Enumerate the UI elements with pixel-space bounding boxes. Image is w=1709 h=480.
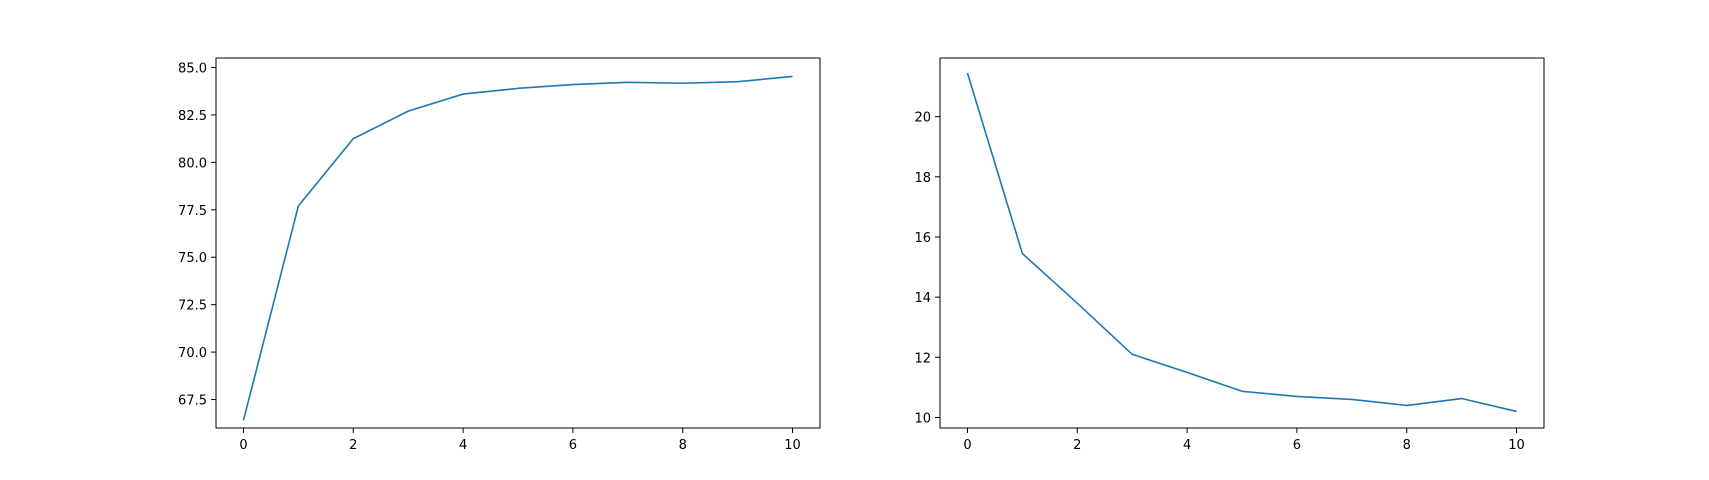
x-tick-label: 4 bbox=[1183, 438, 1191, 453]
x-tick-label: 2 bbox=[349, 438, 357, 453]
x-tick-label: 0 bbox=[239, 438, 247, 453]
x-tick-label: 10 bbox=[784, 438, 801, 453]
x-tick-label: 6 bbox=[569, 438, 577, 453]
y-tick-label: 14 bbox=[914, 291, 931, 306]
y-tick-label: 82.5 bbox=[178, 109, 207, 124]
chart-left: 0 2 4 6 8 10 67.5 70.0 72.5 75.0 77.5 80.0 82.5 85.0 bbox=[178, 57, 821, 453]
x-tick-label: 8 bbox=[1403, 438, 1411, 453]
x-tick-label: 2 bbox=[1073, 438, 1081, 453]
y-tick-label: 20 bbox=[914, 111, 931, 126]
x-tick-label: 6 bbox=[1293, 438, 1301, 453]
x-tick-label: 0 bbox=[963, 438, 971, 453]
series-line bbox=[242, 75, 793, 421]
y-tick-label: 18 bbox=[914, 171, 931, 186]
x-tick-label: 8 bbox=[679, 438, 687, 453]
y-tick-label: 75.0 bbox=[178, 251, 207, 266]
y-tick-label: 70.0 bbox=[178, 346, 207, 361]
y-tick-label: 85.0 bbox=[178, 61, 207, 76]
y-tick-label: 77.5 bbox=[178, 204, 207, 219]
x-tick-label: 4 bbox=[459, 438, 467, 453]
axes-frame bbox=[215, 57, 821, 429]
y-tick-label: 12 bbox=[914, 351, 931, 366]
series-line bbox=[966, 72, 1517, 413]
x-tick-label: 10 bbox=[1508, 438, 1525, 453]
y-tick-label: 67.5 bbox=[178, 394, 207, 409]
chart-right: 0 2 4 6 8 10 10 12 14 16 18 20 bbox=[914, 57, 1545, 453]
y-tick-label: 72.5 bbox=[178, 299, 207, 314]
y-tick-label: 10 bbox=[914, 411, 931, 426]
y-tick-label: 80.0 bbox=[178, 156, 207, 171]
y-tick-label: 16 bbox=[914, 231, 931, 246]
axes-frame bbox=[939, 57, 1545, 429]
